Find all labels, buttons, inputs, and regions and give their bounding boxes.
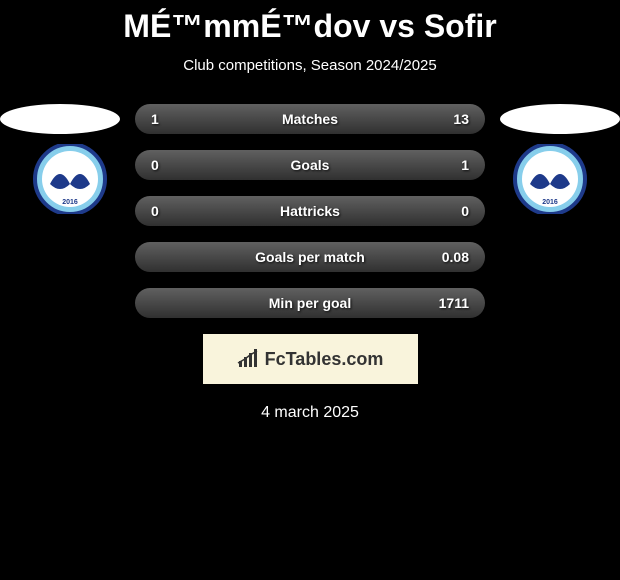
svg-text:2016: 2016: [62, 199, 78, 206]
stat-value-right: 1: [461, 157, 469, 173]
stat-label: Goals per match: [255, 249, 365, 265]
subtitle: Club competitions, Season 2024/2025: [0, 57, 620, 74]
stat-row-hattricks: 0 Hattricks 0: [135, 196, 485, 226]
stat-label: Min per goal: [269, 295, 351, 311]
stat-value-right: 1711: [439, 295, 469, 311]
stat-value-right: 0: [461, 203, 469, 219]
stat-row-goals: 0 Goals 1: [135, 150, 485, 180]
stat-value-right: 13: [453, 111, 469, 127]
chart-icon: [237, 349, 261, 369]
stat-row-matches: 1 Matches 13: [135, 104, 485, 134]
stat-value-left: 0: [151, 203, 159, 219]
stats-container: 1 Matches 13 0 Goals 1 0 Hattricks 0 Goa…: [135, 104, 485, 318]
stat-value-left: 0: [151, 157, 159, 173]
fctables-text: FcTables.com: [265, 349, 384, 370]
ellipse-left-icon: [0, 104, 120, 134]
stat-value-right: 0.08: [442, 249, 469, 265]
stat-row-min-per-goal: Min per goal 1711: [135, 288, 485, 318]
stat-row-goals-per-match: Goals per match 0.08: [135, 242, 485, 272]
stat-label: Hattricks: [280, 203, 340, 219]
ellipse-right-icon: [500, 104, 620, 134]
content-area: 2016 2016 1 Matches 13 0 Goals 1 0 Ha: [0, 104, 620, 422]
svg-text:2016: 2016: [542, 199, 558, 206]
fctables-badge[interactable]: FcTables.com: [203, 334, 418, 384]
stat-value-left: 1: [151, 111, 159, 127]
date-text: 4 march 2025: [0, 404, 620, 422]
stat-label: Matches: [282, 111, 338, 127]
page-title: MÉ™mmÉ™dov vs Sofir: [0, 0, 620, 45]
club-logo-left-icon: 2016: [20, 144, 120, 214]
stat-label: Goals: [291, 157, 330, 173]
club-logo-right-icon: 2016: [500, 144, 600, 214]
